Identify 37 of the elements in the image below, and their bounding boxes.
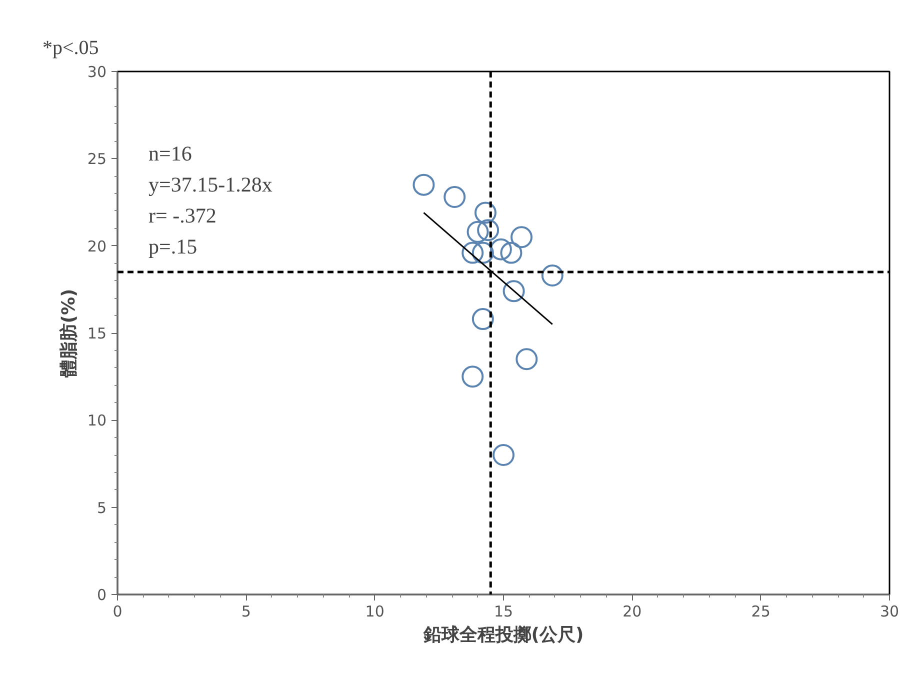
point	[462, 366, 484, 388]
text: *p<.05	[42, 37, 99, 59]
point	[502, 280, 525, 302]
point	[490, 238, 512, 260]
y-tick-label: 30	[87, 63, 107, 81]
y-tick-label: 20	[87, 237, 107, 256]
point	[541, 264, 564, 286]
annotation: n=16	[148, 142, 192, 166]
point	[474, 202, 496, 224]
point	[412, 174, 435, 196]
point	[466, 220, 489, 243]
annotation: r= -.372	[148, 204, 216, 228]
y-tick-label: 0	[96, 586, 107, 604]
y-tick-label: 25	[87, 150, 107, 168]
y-tick-label: 5	[96, 498, 107, 517]
x-tick-label: 20	[622, 602, 642, 620]
point	[444, 186, 466, 208]
x-tick-label: 10	[365, 602, 384, 620]
y-tick-label: 15	[87, 324, 107, 342]
point	[510, 226, 533, 248]
x-tick-label: 5	[241, 602, 251, 620]
y-axis-title: 體脂肪(%)	[58, 288, 80, 378]
x-tick-label: 25	[751, 602, 770, 620]
x-axis-title: 鉛球全程投擲(公尺)	[422, 624, 584, 646]
point	[516, 348, 538, 370]
x-tick-label: 0	[112, 602, 122, 620]
y-tick-label: 10	[87, 412, 107, 430]
x-tick-label: 15	[494, 602, 514, 620]
point	[462, 242, 484, 264]
annotation: y=37.15-1.28x	[148, 172, 273, 196]
point	[472, 242, 494, 264]
point	[500, 242, 522, 264]
x-tick-label: 30	[880, 602, 900, 620]
point	[492, 444, 514, 466]
point	[472, 308, 494, 330]
annotation: p=.15	[148, 234, 198, 258]
point	[477, 219, 500, 242]
